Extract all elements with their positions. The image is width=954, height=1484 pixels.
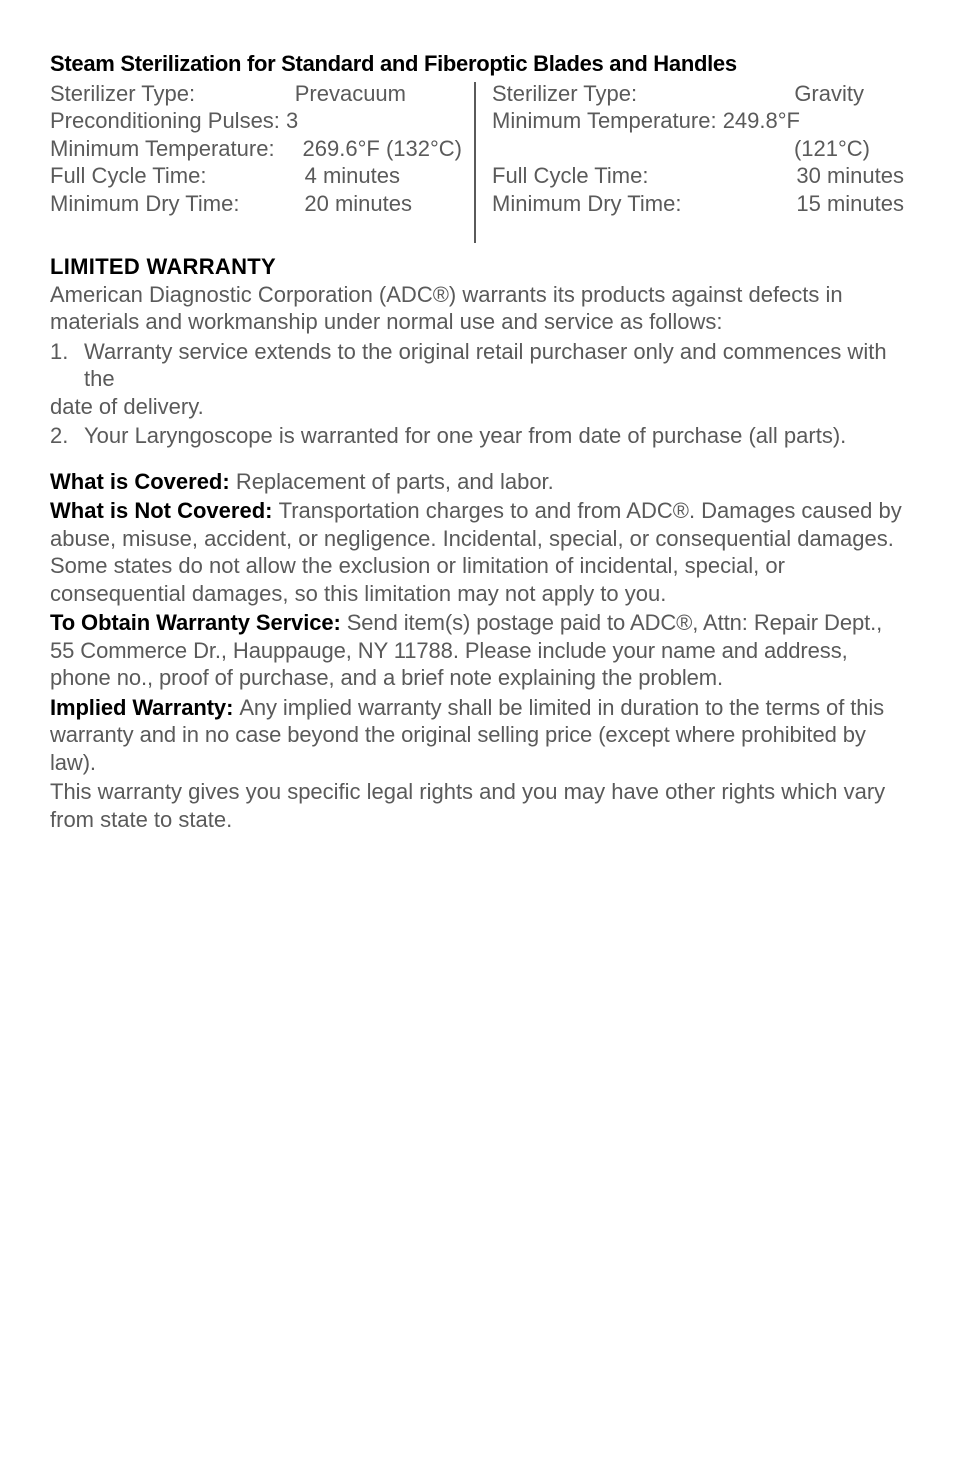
precond-value-text: 3 bbox=[286, 108, 298, 133]
label-min-dry: Minimum Dry Time: bbox=[50, 190, 239, 218]
min-temp-r-label-text: Minimum Temperature: bbox=[492, 108, 717, 133]
row-preconditioning: Preconditioning Pulses: 3 bbox=[50, 107, 462, 135]
row-min-temp: Minimum Temperature: 269.6°F (132°C) bbox=[50, 135, 462, 163]
label-full-cycle: Full Cycle Time: bbox=[50, 162, 206, 190]
warranty-intro: American Diagnostic Corporation (ADC®) w… bbox=[50, 281, 904, 336]
value-min-temp: 269.6°F (132°C) bbox=[297, 135, 462, 163]
row-sterilizer-type-r: Sterilizer Type: Gravity bbox=[492, 80, 904, 108]
label-full-cycle-r: Full Cycle Time: bbox=[492, 162, 648, 190]
label-min-temp: Minimum Temperature: bbox=[50, 135, 275, 163]
list-text-2: Your Laryngoscope is warranted for one y… bbox=[84, 422, 846, 450]
implied-warranty: Implied Warranty: Any implied warranty s… bbox=[50, 694, 904, 777]
implied-warranty-label: Implied Warranty: bbox=[50, 695, 239, 720]
value-full-cycle-r: 30 minutes bbox=[790, 162, 904, 190]
warranty-list-item-1: 1. Warranty service extends to the origi… bbox=[50, 338, 904, 393]
what-is-not-covered: What is Not Covered: Transportation char… bbox=[50, 497, 904, 607]
to-obtain-service: To Obtain Warranty Service: Send item(s)… bbox=[50, 609, 904, 692]
warranty-list-item-2: 2. Your Laryngoscope is warranted for on… bbox=[50, 422, 904, 450]
list-number-2: 2. bbox=[50, 422, 84, 450]
row-full-cycle-r: Full Cycle Time: 30 minutes bbox=[492, 162, 904, 190]
precond-label-text: Preconditioning Pulses: bbox=[50, 108, 280, 133]
min-temp-r-value-text: 249.8°F bbox=[723, 108, 800, 133]
label-sterilizer-type-r: Sterilizer Type: bbox=[492, 80, 637, 108]
warranty-closing: This warranty gives you specific legal r… bbox=[50, 778, 904, 833]
what-is-not-covered-label: What is Not Covered: bbox=[50, 498, 279, 523]
value-full-cycle: 4 minutes bbox=[299, 162, 400, 190]
to-obtain-service-label: To Obtain Warranty Service: bbox=[50, 610, 347, 635]
sterilization-columns: Sterilizer Type: Prevacuum Preconditioni… bbox=[50, 80, 904, 218]
limited-warranty-heading: LIMITED WARRANTY bbox=[50, 253, 904, 281]
what-is-covered: What is Covered: Replacement of parts, a… bbox=[50, 468, 904, 496]
value-min-temp-r2: (121°C) bbox=[788, 135, 870, 163]
steam-sterilization-heading: Steam Sterilization for Standard and Fib… bbox=[50, 50, 904, 78]
row-min-dry-r: Minimum Dry Time: 15 minutes bbox=[492, 190, 904, 218]
value-sterilizer-type: Prevacuum bbox=[289, 80, 406, 108]
row-min-temp-r2: (121°C) bbox=[492, 135, 904, 163]
what-is-covered-text: Replacement of parts, and labor. bbox=[236, 469, 554, 494]
spacer-r bbox=[898, 107, 904, 135]
value-min-dry: 20 minutes bbox=[298, 190, 412, 218]
label-min-temp-r: Minimum Temperature: 249.8°F bbox=[492, 107, 800, 135]
spacer bbox=[456, 107, 462, 135]
value-min-dry-r: 15 minutes bbox=[790, 190, 904, 218]
value-sterilizer-type-r: Gravity bbox=[788, 80, 864, 108]
row-full-cycle: Full Cycle Time: 4 minutes bbox=[50, 162, 462, 190]
list-number-1: 1. bbox=[50, 338, 84, 393]
row-sterilizer-type: Sterilizer Type: Prevacuum bbox=[50, 80, 462, 108]
label-min-dry-r: Minimum Dry Time: bbox=[492, 190, 681, 218]
sterilization-col-right: Sterilizer Type: Gravity Minimum Tempera… bbox=[476, 80, 904, 218]
what-is-covered-label: What is Covered: bbox=[50, 469, 236, 494]
row-min-dry: Minimum Dry Time: 20 minutes bbox=[50, 190, 462, 218]
label-sterilizer-type: Sterilizer Type: bbox=[50, 80, 195, 108]
label-preconditioning: Preconditioning Pulses: 3 bbox=[50, 107, 298, 135]
row-min-temp-r: Minimum Temperature: 249.8°F bbox=[492, 107, 904, 135]
sterilization-col-left: Sterilizer Type: Prevacuum Preconditioni… bbox=[50, 80, 474, 218]
list-text-1-line1: Warranty service extends to the original… bbox=[84, 338, 904, 393]
list-text-1-line2: date of delivery. bbox=[50, 393, 904, 421]
